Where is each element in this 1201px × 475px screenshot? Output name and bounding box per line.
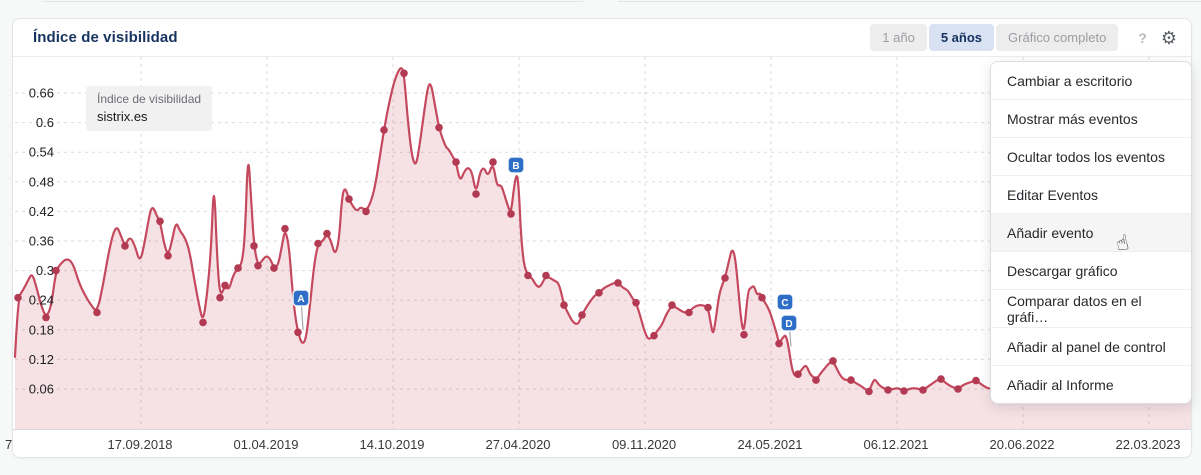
y-tick-label-5: 0.36 bbox=[29, 234, 54, 249]
event-badge-label: A bbox=[297, 294, 304, 305]
y-tick-label-9: 0.12 bbox=[29, 352, 54, 367]
menu-item-0[interactable]: Cambiar a escritorio bbox=[991, 62, 1191, 99]
menu-item-5[interactable]: Descargar gráfico bbox=[991, 251, 1191, 289]
event-badge-D[interactable]: D bbox=[780, 314, 798, 332]
y-axis-labels: 0.66 0.6 0.54 0.48 0.42 0.36 0.3 0.24 0.18 0.12 0.… bbox=[29, 86, 54, 397]
menu-item-1[interactable]: Mostrar más eventos bbox=[991, 99, 1191, 137]
y-tick-label-0: 0.66 bbox=[29, 86, 54, 101]
menu-item-7[interactable]: Añadir al panel de control bbox=[991, 327, 1191, 365]
context-menu: Cambiar a escritorio Mostrar más eventos O… bbox=[990, 61, 1192, 404]
chart-legend: Índice de visibilidad sistrix.es bbox=[86, 86, 213, 131]
legend-metric-label: Índice de visibilidad bbox=[97, 92, 202, 106]
event-badge-label: C bbox=[781, 298, 788, 309]
y-tick-label-2: 0.54 bbox=[29, 145, 54, 160]
chart-canvas[interactable]: 0.66 0.6 0.54 0.48 0.42 0.36 0.3 0.24 0.18 0.12 0.… bbox=[13, 57, 1191, 430]
series-area bbox=[15, 68, 1191, 430]
menu-item-8[interactable]: Añadir al Informe bbox=[991, 365, 1191, 403]
range-button-group: 1 año 5 años Gráfico completo bbox=[870, 24, 1119, 51]
range-button-0[interactable]: 1 año bbox=[870, 24, 927, 51]
event-badge-label: D bbox=[785, 319, 792, 330]
range-button-2[interactable]: Gráfico completo bbox=[996, 24, 1119, 51]
menu-item-6[interactable]: Comparar datos en el gráfi… bbox=[991, 289, 1191, 327]
event-badge-A[interactable]: A bbox=[292, 289, 310, 307]
help-icon[interactable]: ? bbox=[1138, 29, 1147, 46]
data-point-dots bbox=[14, 69, 980, 396]
y-tick-label-4: 0.42 bbox=[29, 204, 54, 219]
x-axis-strip bbox=[13, 429, 1191, 457]
visibility-chart: 0.66 0.6 0.54 0.48 0.42 0.36 0.3 0.24 0.18 0.12 0.… bbox=[13, 57, 1191, 430]
y-tick-label-6: 0.3 bbox=[36, 263, 54, 278]
menu-item-2[interactable]: Ocultar todos los eventos bbox=[991, 137, 1191, 175]
page-title: Índice de visibilidad bbox=[33, 29, 178, 46]
top-border-right bbox=[618, 1, 1201, 2]
y-tick-label-7: 0.24 bbox=[29, 293, 54, 308]
event-badge-label: B bbox=[512, 161, 519, 172]
gear-icon[interactable]: ⚙ bbox=[1160, 27, 1177, 48]
menu-item-4[interactable]: Añadir evento bbox=[991, 213, 1191, 251]
menu-item-3[interactable]: Editar Eventos bbox=[991, 175, 1191, 213]
card-header: Índice de visibilidad 1 año 5 años Gráfico… bbox=[13, 19, 1191, 57]
event-badge-C[interactable]: C bbox=[776, 293, 794, 311]
event-markers: A B CD bbox=[292, 156, 798, 347]
legend-domain-label: sistrix.es bbox=[97, 109, 148, 124]
y-tick-label-8: 0.18 bbox=[29, 322, 54, 337]
y-tick-label-10: 0.06 bbox=[29, 382, 54, 397]
range-button-1[interactable]: 5 años bbox=[928, 24, 995, 51]
event-badge-B[interactable]: B bbox=[507, 156, 525, 174]
top-border-left bbox=[43, 1, 583, 2]
y-tick-label-3: 0.48 bbox=[29, 174, 54, 189]
y-tick-label-1: 0.6 bbox=[36, 115, 54, 130]
